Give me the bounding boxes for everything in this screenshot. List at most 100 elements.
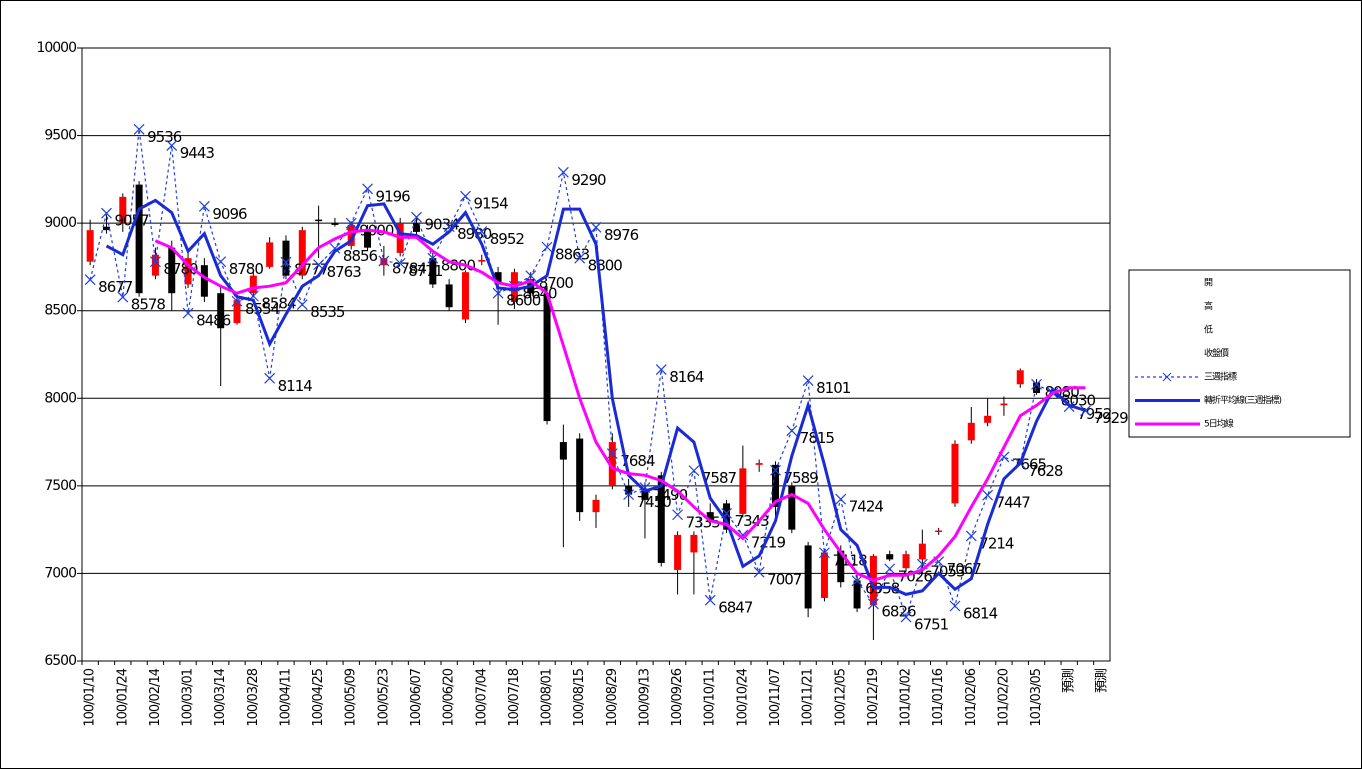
x-tick-label: 100/10/24	[735, 668, 750, 726]
candle-body	[200, 265, 208, 297]
x-tick-label: 100/11/07	[768, 668, 783, 726]
data-label: 7587	[702, 469, 737, 487]
candle-body	[804, 545, 812, 609]
x-marker	[949, 600, 961, 612]
data-label: 8114	[278, 377, 313, 395]
x-marker	[541, 241, 553, 253]
data-label: 7007	[767, 571, 802, 589]
candle-body	[347, 224, 355, 246]
data-label: 6751	[914, 616, 949, 634]
x-marker	[378, 255, 390, 267]
data-label: 7424	[849, 498, 884, 516]
candle-body	[625, 485, 633, 495]
x-tick-label: 100/12/05	[833, 668, 848, 726]
legend-label: 收盤價	[1204, 347, 1229, 359]
data-label: 7684	[620, 452, 655, 470]
candle-body	[918, 543, 926, 560]
x-tick-label: 100/08/01	[540, 668, 555, 726]
y-tick-label: 7000	[44, 565, 76, 581]
candle-body	[984, 415, 992, 423]
y-tick-label: 9500	[44, 128, 76, 144]
y-tick-label: 10000	[36, 40, 76, 56]
x-tick-label: 100/11/21	[801, 668, 816, 726]
y-tick-label: 8500	[44, 303, 76, 319]
x-tick-label: 101/01/02	[899, 669, 914, 727]
candle-body	[119, 196, 127, 224]
data-label: 6826	[881, 602, 916, 620]
x-marker	[737, 529, 749, 541]
line-series	[105, 198, 1086, 596]
data-label: 7450	[637, 493, 672, 511]
candle-body	[755, 463, 763, 465]
data-label: 7026	[898, 567, 933, 585]
data-label: 7053	[930, 563, 965, 581]
legend-label: 三週指標	[1204, 371, 1237, 383]
data-label: 9057	[114, 212, 149, 230]
legend-label: 轉折平均線(三週指標)	[1204, 394, 1282, 406]
x-marker	[101, 207, 112, 219]
x-marker	[704, 594, 716, 606]
x-marker	[606, 448, 618, 460]
data-label: 9196	[376, 187, 411, 205]
x-marker	[574, 252, 586, 264]
data-label: 7447	[996, 494, 1031, 512]
x-tick-label: 100/01/24	[115, 668, 130, 726]
x-tick-label: 100/01/10	[83, 668, 98, 726]
x-marker	[182, 307, 194, 319]
x-tick-label: 100/04/11	[278, 668, 293, 726]
data-label: 6814	[963, 605, 998, 623]
data-label: 7335	[686, 513, 721, 531]
candle-body	[135, 184, 143, 294]
candle-body	[478, 259, 486, 262]
candle-body	[853, 580, 861, 609]
x-marker	[819, 547, 830, 559]
x-marker	[655, 364, 667, 375]
x-marker	[117, 291, 129, 303]
x-tick-label: 101/03/05	[1029, 668, 1044, 726]
candle-body	[233, 300, 241, 323]
data-label: 8164	[669, 368, 704, 386]
candle-body	[576, 438, 584, 513]
candle-body	[788, 485, 796, 530]
y-tick-label: 9000	[44, 215, 76, 231]
x-marker	[84, 274, 96, 286]
x-marker	[362, 183, 373, 195]
candle-body	[282, 240, 290, 276]
y-tick-label: 8000	[44, 390, 76, 406]
x-tick-label: 100/04/25	[311, 668, 326, 726]
candle-body	[1033, 382, 1041, 394]
data-label: 7589	[783, 469, 818, 487]
x-marker	[133, 123, 145, 135]
data-label: 8863	[555, 246, 590, 264]
candle-body	[771, 464, 779, 507]
data-label: 7219	[751, 534, 786, 552]
x-marker	[166, 140, 178, 151]
candle-body	[1000, 403, 1008, 406]
candle-body	[151, 254, 159, 276]
candle-body	[723, 503, 731, 530]
x-tick-label: 預測	[1062, 669, 1077, 693]
data-label: 8780	[229, 260, 264, 278]
candle-body	[445, 284, 453, 308]
candle-body	[86, 230, 94, 262]
data-label: 7628	[1028, 462, 1063, 480]
candle-body	[429, 258, 437, 285]
x-tick-label: 100/06/07	[409, 668, 424, 726]
x-marker	[1031, 378, 1042, 390]
x-tick-label: 100/06/20	[442, 668, 457, 726]
data-label: 9536	[147, 128, 182, 146]
data-label: 7118	[832, 551, 867, 569]
x-tick-label: 100/09/13	[637, 668, 652, 726]
candle-body	[413, 223, 421, 232]
x-tick-label: 100/03/14	[213, 668, 228, 726]
x-tick-label: 101/02/20	[996, 668, 1011, 726]
data-label: 9443	[180, 144, 215, 162]
x-marker	[786, 425, 798, 437]
x-marker	[867, 598, 879, 610]
candle-body	[690, 534, 698, 553]
candle-body	[837, 550, 845, 583]
y-tick-label: 7500	[44, 478, 76, 494]
data-label: 8780	[163, 260, 198, 278]
data-label: 9096	[212, 205, 247, 223]
data-label: 8600	[506, 292, 541, 310]
